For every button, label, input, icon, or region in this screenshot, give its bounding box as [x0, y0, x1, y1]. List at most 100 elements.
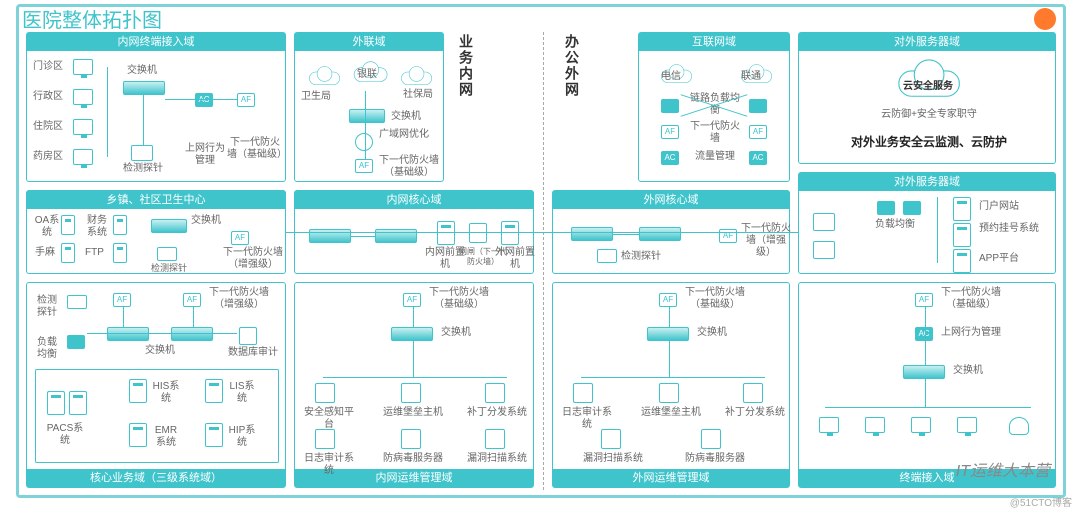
lbl-fw: 下一代防火墙（基础级）: [379, 155, 439, 179]
zone-hdr: 对外服务器域: [799, 33, 1055, 51]
lbl: 日志审计系统: [559, 407, 615, 431]
lbl: 防病毒服务器: [381, 453, 445, 465]
lbl: HIP系统: [227, 425, 257, 449]
node-icon: [315, 383, 335, 403]
switch-icon: [903, 365, 945, 379]
node-icon: [601, 429, 621, 449]
pc-icon: [73, 119, 93, 135]
lbl-fw: 下一代防火墙: [689, 121, 741, 145]
lbl-behavior: 上网行为管理: [183, 143, 227, 167]
wan-icon: [355, 133, 373, 151]
lbl: 下一代防火墙（基础级）: [685, 287, 745, 311]
switch-icon: [349, 109, 385, 123]
lbl: 补丁分发系统: [725, 407, 785, 419]
lbl-shebao: 社保局: [403, 89, 433, 101]
lbl-probe: 检测探针: [123, 163, 163, 175]
watermark: IT运维大本营: [956, 457, 1050, 481]
lbl: 运维堡垒主机: [639, 407, 703, 419]
zone-internet: 互联网域 电信 联通 链路负载均衡 AF AF 下一代防火墙 AC AC 流量管…: [638, 32, 790, 182]
probe-icon: [157, 247, 177, 261]
zone-intranet-terminal: 内网终端接入域 门诊区 行政区 住院区 药房区 交换机 检测探针 AC AF 上…: [26, 32, 286, 182]
link: [925, 379, 926, 407]
pc-icon: [911, 417, 931, 433]
lbl: 检测探针: [33, 295, 61, 319]
pc-icon: [957, 417, 977, 433]
server-icon: [47, 391, 65, 415]
link: [143, 95, 144, 145]
pc-icon: [865, 417, 885, 433]
lbl-zhuyuan: 住院区: [33, 121, 63, 133]
lbl: 日志审计系统: [301, 453, 357, 477]
server-icon: [205, 379, 223, 403]
link: [87, 333, 237, 334]
server-icon: [129, 423, 147, 447]
server-icon: [437, 221, 455, 245]
zone-ext-server-cloud: 对外服务器域 云安全服务 云防御+安全专家职守 对外业务安全云监测、云防护: [798, 32, 1056, 164]
lbl: 下一代防火墙（增强级）: [209, 287, 269, 311]
label-biz-intranet: 业务内网: [456, 34, 476, 98]
lbl: 下一代防火墙（基础级）: [429, 287, 489, 311]
link: [937, 197, 938, 263]
lbl: 防病毒服务器: [683, 453, 747, 465]
probe-icon: [597, 249, 617, 263]
lbl: 负载均衡: [33, 337, 61, 361]
zone-hdr: 核心业务域（三级系统域）: [27, 469, 285, 487]
zone-extranet-ops: 外网运维管理域 AF 下一代防火墙（基础级） 交换机 日志审计系统 运维堡垒主机…: [552, 282, 790, 488]
lbl-wan: 广域网优化: [379, 129, 429, 141]
dev-icon: [813, 213, 835, 231]
probe-icon: [67, 295, 87, 309]
link: [413, 307, 414, 327]
lbl: 交换机: [697, 327, 727, 339]
link: [925, 307, 926, 365]
af-badge: AF: [915, 293, 933, 307]
lbl: PACS系统: [43, 423, 87, 447]
lbl: 负载均衡: [875, 219, 915, 231]
db-icon: [239, 327, 257, 345]
lbl-sw: 交换机: [391, 111, 421, 123]
lbl: 交换机: [145, 345, 175, 357]
server-icon: [501, 221, 519, 245]
link: [193, 307, 194, 327]
af-badge: AF: [237, 93, 255, 107]
ac-badge: AC: [661, 151, 679, 165]
network-divider: [543, 32, 544, 490]
link: [669, 307, 670, 327]
lbl: APP平台: [979, 253, 1019, 265]
lbl: 门户网站: [979, 201, 1019, 213]
lbl: 数据库审计: [227, 347, 279, 359]
lbl: 漏洞扫描系统: [467, 453, 527, 465]
lbl-switch: 交换机: [127, 65, 157, 77]
wifi-icon: [1009, 417, 1029, 435]
lbl: HIS系统: [151, 381, 181, 405]
link: [123, 307, 124, 327]
lbl-cloud-sub: 云防御+安全专家职守: [879, 109, 979, 121]
lbl: 手麻: [35, 247, 55, 259]
lbl: 外网前置机: [495, 247, 535, 271]
node-icon: [315, 429, 335, 449]
node-icon: [401, 383, 421, 403]
lbl: FTP: [85, 247, 104, 259]
lb-badge: [661, 99, 679, 113]
lbl: 运维堡垒主机: [381, 407, 445, 419]
lbl: LIS系统: [227, 381, 257, 405]
switch-icon: [123, 81, 165, 95]
zone-hdr: 对外服务器域: [799, 173, 1055, 191]
probe-icon: [131, 145, 153, 161]
switch-icon: [647, 327, 689, 341]
lbl: 上网行为管理: [941, 327, 1001, 339]
switch-icon: [107, 327, 149, 341]
node-icon: [659, 383, 679, 403]
server-icon: [953, 197, 971, 221]
node-icon: [485, 429, 505, 449]
zone-hdr: 外网运维管理域: [553, 469, 789, 487]
af-badge: AF: [749, 125, 767, 139]
link: [165, 99, 237, 100]
switch-icon: [391, 327, 433, 341]
lbl-cloud: 云安全服务: [903, 81, 953, 93]
lbl-liantong: 联通: [741, 71, 761, 83]
lbl-cloud-bold: 对外业务安全云监测、云防护: [829, 135, 1029, 149]
node-icon: [701, 429, 721, 449]
core-link: [286, 232, 798, 233]
lbl: 安全感知平台: [301, 407, 357, 431]
switch-icon: [151, 219, 187, 233]
